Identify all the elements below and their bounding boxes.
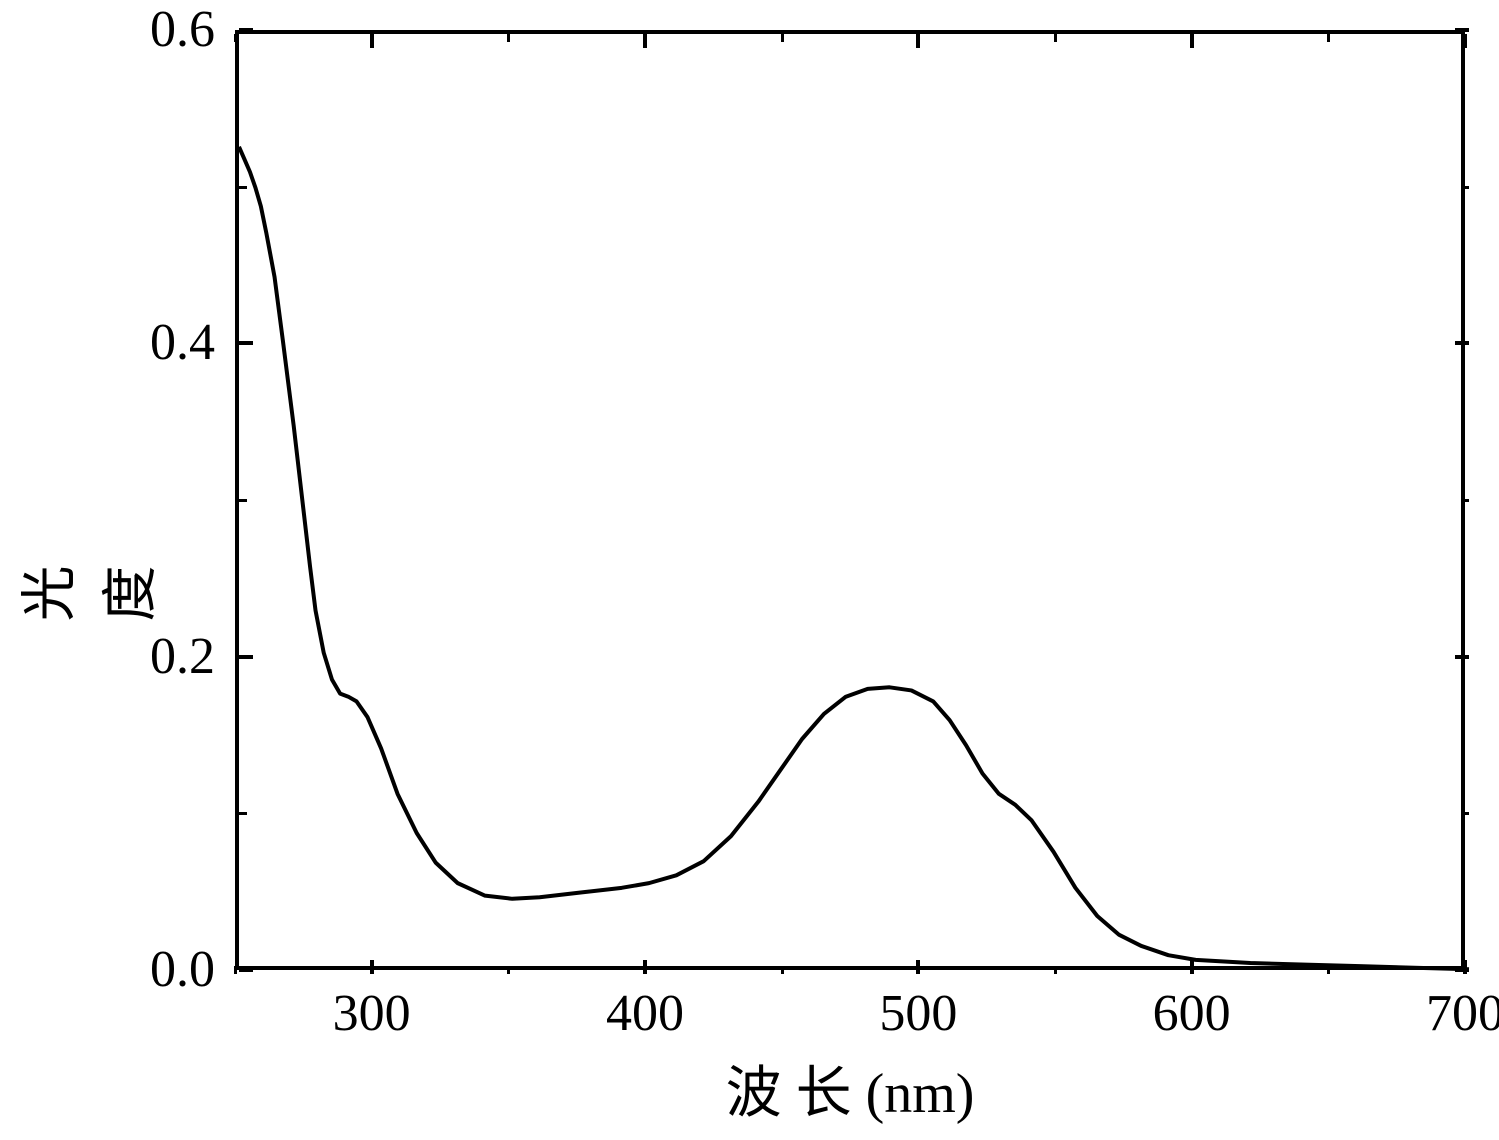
x-tick-mark-top: [1463, 34, 1467, 48]
y-tick-label: 0.4: [0, 313, 215, 372]
x-tick-label: 400: [585, 984, 705, 1043]
y-tick-mark-right: [1455, 655, 1469, 659]
x-tick-mark: [643, 960, 647, 974]
x-minor-tick-mark-top: [1054, 34, 1057, 42]
x-minor-tick-mark: [507, 966, 510, 974]
x-tick-label: 600: [1132, 984, 1252, 1043]
y-minor-tick-mark-right: [1461, 186, 1469, 189]
x-minor-tick-mark-top: [507, 34, 510, 42]
plot-area: [235, 30, 1465, 970]
x-tick-mark-top: [1190, 34, 1194, 48]
y-minor-tick-mark-right: [1461, 812, 1469, 815]
line-chart-svg: [239, 34, 1469, 974]
x-tick-mark-top: [370, 34, 374, 48]
x-tick-mark: [1463, 960, 1467, 974]
spectrum-line: [239, 147, 1469, 970]
y-tick-label: 0.0: [0, 940, 215, 999]
x-tick-mark-top: [643, 34, 647, 48]
x-minor-tick-mark: [1054, 966, 1057, 974]
y-tick-mark-right: [1455, 28, 1469, 32]
x-axis-label: 波 长 (nm): [235, 1048, 1465, 1129]
x-minor-tick-mark-top: [1327, 34, 1330, 42]
x-tick-mark: [370, 960, 374, 974]
x-minor-tick-mark: [1327, 966, 1330, 974]
y-tick-mark: [239, 341, 253, 345]
y-tick-mark-right: [1455, 341, 1469, 345]
x-tick-mark-top: [916, 34, 920, 48]
x-minor-tick-mark: [234, 966, 237, 974]
x-tick-label: 500: [858, 984, 978, 1043]
y-tick-mark: [239, 655, 253, 659]
y-minor-tick-mark-right: [1461, 499, 1469, 502]
y-axis-label: 吸光度: [0, 562, 167, 622]
y-tick-label: 0.2: [0, 627, 215, 686]
x-minor-tick-mark: [781, 966, 784, 974]
y-tick-mark: [239, 28, 253, 32]
x-minor-tick-mark-top: [234, 34, 237, 42]
y-axis-label-text: 吸光度: [0, 560, 163, 622]
y-minor-tick-mark: [239, 499, 247, 502]
x-axis-label-text: 波 长 (nm): [726, 1063, 975, 1125]
x-tick-mark: [916, 960, 920, 974]
x-tick-label: 700: [1405, 984, 1499, 1043]
x-tick-mark: [1190, 960, 1194, 974]
y-minor-tick-mark: [239, 812, 247, 815]
chart-container: 0.0 0.2 0.4 0.6 300 400 500 600 700 吸光度 波 长 (nm): [0, 0, 1499, 1140]
y-tick-mark: [239, 968, 253, 972]
y-tick-label: 0.6: [0, 0, 215, 59]
y-minor-tick-mark: [239, 186, 247, 189]
x-tick-label: 300: [312, 984, 432, 1043]
x-minor-tick-mark-top: [781, 34, 784, 42]
